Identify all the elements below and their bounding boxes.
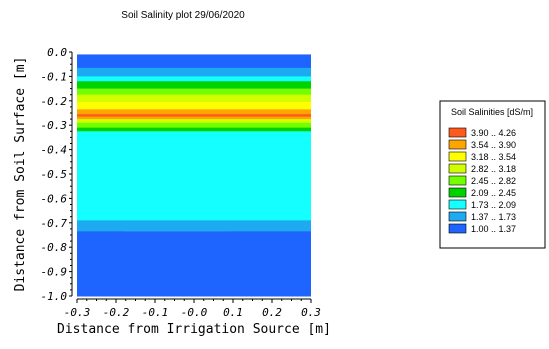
legend-label: 1.37 .. 1.73 bbox=[471, 212, 516, 222]
x-tick-label: -0.3 bbox=[64, 306, 91, 319]
legend-label: 3.90 .. 4.26 bbox=[471, 128, 516, 138]
salinity-band bbox=[77, 102, 311, 110]
legend-label: 3.54 .. 3.90 bbox=[471, 140, 516, 150]
salinity-contour-bump bbox=[123, 227, 233, 232]
legend-swatch bbox=[448, 163, 467, 174]
salinity-band bbox=[77, 109, 311, 115]
y-tick-label: -0.5 bbox=[41, 168, 68, 181]
plot-area bbox=[71, 52, 311, 300]
salinity-band bbox=[77, 67, 311, 77]
y-tick-label: -0.8 bbox=[41, 241, 68, 254]
legend-swatch bbox=[448, 211, 467, 222]
x-tick-label: -0.0 bbox=[181, 306, 208, 319]
y-axis: 0.0 -0.1 -0.2 -0.3 -0.4 -0.5 -0.6 -0.7 -0.8 -0.9 -… bbox=[41, 46, 72, 303]
chart-title: Soil Salinity plot 29/06/2020 bbox=[121, 10, 245, 21]
salinity-band bbox=[77, 122, 311, 129]
legend-swatch bbox=[448, 187, 467, 198]
x-tick-label: 0.2 bbox=[262, 306, 282, 319]
salinity-band bbox=[77, 94, 311, 103]
x-tick-label: -0.2 bbox=[103, 306, 130, 319]
y-tick-label: 0.0 bbox=[47, 46, 67, 59]
legend-swatch bbox=[448, 127, 467, 138]
legend-swatch bbox=[448, 199, 467, 210]
salinity-band bbox=[77, 88, 311, 96]
y-tick-label: -1.0 bbox=[41, 290, 68, 303]
legend-box bbox=[439, 100, 546, 249]
y-tick-label: -0.7 bbox=[41, 217, 68, 230]
legend-swatch bbox=[448, 175, 467, 186]
y-tick-label: -0.2 bbox=[41, 95, 68, 108]
y-tick-label: -0.1 bbox=[41, 70, 68, 83]
legend-label: 3.18 .. 3.54 bbox=[471, 152, 516, 162]
x-axis-label: Distance from Irrigation Source [m] bbox=[57, 322, 331, 337]
legend: Soil Salinities [dS/m] 3.90 .. 4.26 3.54 … bbox=[439, 100, 546, 249]
x-tick-label: 0.3 bbox=[301, 306, 321, 319]
legend-label: 2.82 .. 3.18 bbox=[471, 164, 516, 174]
salinity-band bbox=[77, 54, 311, 69]
salinity-band bbox=[77, 116, 311, 120]
salinity-band bbox=[77, 131, 311, 221]
legend-label: 2.45 .. 2.82 bbox=[471, 176, 516, 186]
y-tick-label: -0.9 bbox=[41, 266, 68, 279]
legend-swatch bbox=[448, 151, 467, 162]
legend-swatch bbox=[448, 139, 467, 150]
salinity-band bbox=[77, 231, 311, 297]
salinity-band bbox=[77, 76, 311, 82]
x-axis: -0.3 -0.2 -0.1 -0.0 0.1 0.2 0.3 bbox=[64, 299, 321, 319]
legend-label: 1.73 .. 2.09 bbox=[471, 200, 516, 210]
legend-label: 1.00 .. 1.37 bbox=[471, 224, 516, 234]
y-tick-label: -0.3 bbox=[41, 119, 68, 132]
legend-title: Soil Salinities [dS/m] bbox=[451, 107, 533, 117]
y-tick-label: -0.4 bbox=[41, 144, 68, 157]
y-axis-label: Distance from Soil Surface [m] bbox=[13, 57, 28, 292]
salinity-band bbox=[77, 119, 311, 124]
salinity-band bbox=[77, 114, 311, 118]
x-tick-label: 0.1 bbox=[223, 306, 243, 319]
legend-swatch bbox=[448, 223, 467, 234]
y-tick-label: -0.6 bbox=[41, 192, 68, 205]
x-tick-label: -0.1 bbox=[142, 306, 169, 319]
legend-label: 2.09 .. 2.45 bbox=[471, 188, 516, 198]
salinity-band bbox=[77, 127, 311, 132]
salinity-band bbox=[77, 220, 311, 232]
salinity-band bbox=[77, 81, 311, 90]
